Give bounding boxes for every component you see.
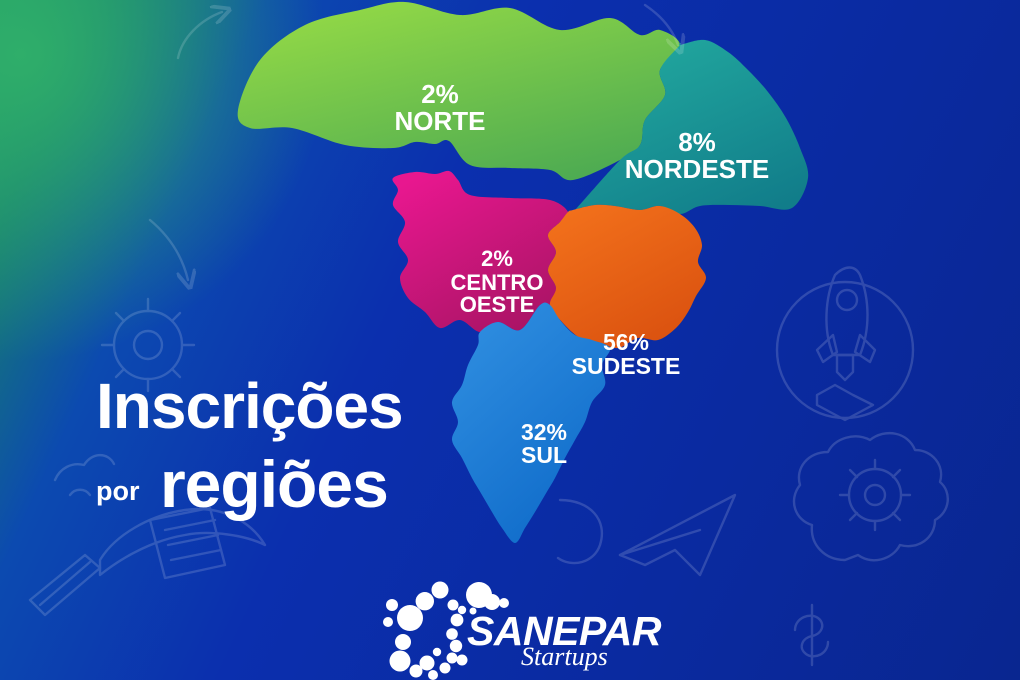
- svg-text:regiões: regiões: [160, 447, 388, 521]
- svg-text:OESTE: OESTE: [460, 292, 535, 317]
- svg-text:2%: 2%: [481, 246, 513, 271]
- svg-text:SUL: SUL: [521, 442, 567, 468]
- svg-text:por: por: [96, 476, 140, 506]
- svg-text:56%: 56%: [603, 329, 649, 355]
- svg-text:SUDESTE: SUDESTE: [572, 353, 681, 379]
- svg-text:2%: 2%: [421, 79, 459, 109]
- svg-text:NORDESTE: NORDESTE: [625, 154, 769, 184]
- svg-text:Inscrições: Inscrições: [96, 370, 403, 442]
- svg-text:Startups: Startups: [521, 642, 608, 671]
- svg-text:NORTE: NORTE: [395, 106, 486, 136]
- svg-text:8%: 8%: [678, 127, 716, 157]
